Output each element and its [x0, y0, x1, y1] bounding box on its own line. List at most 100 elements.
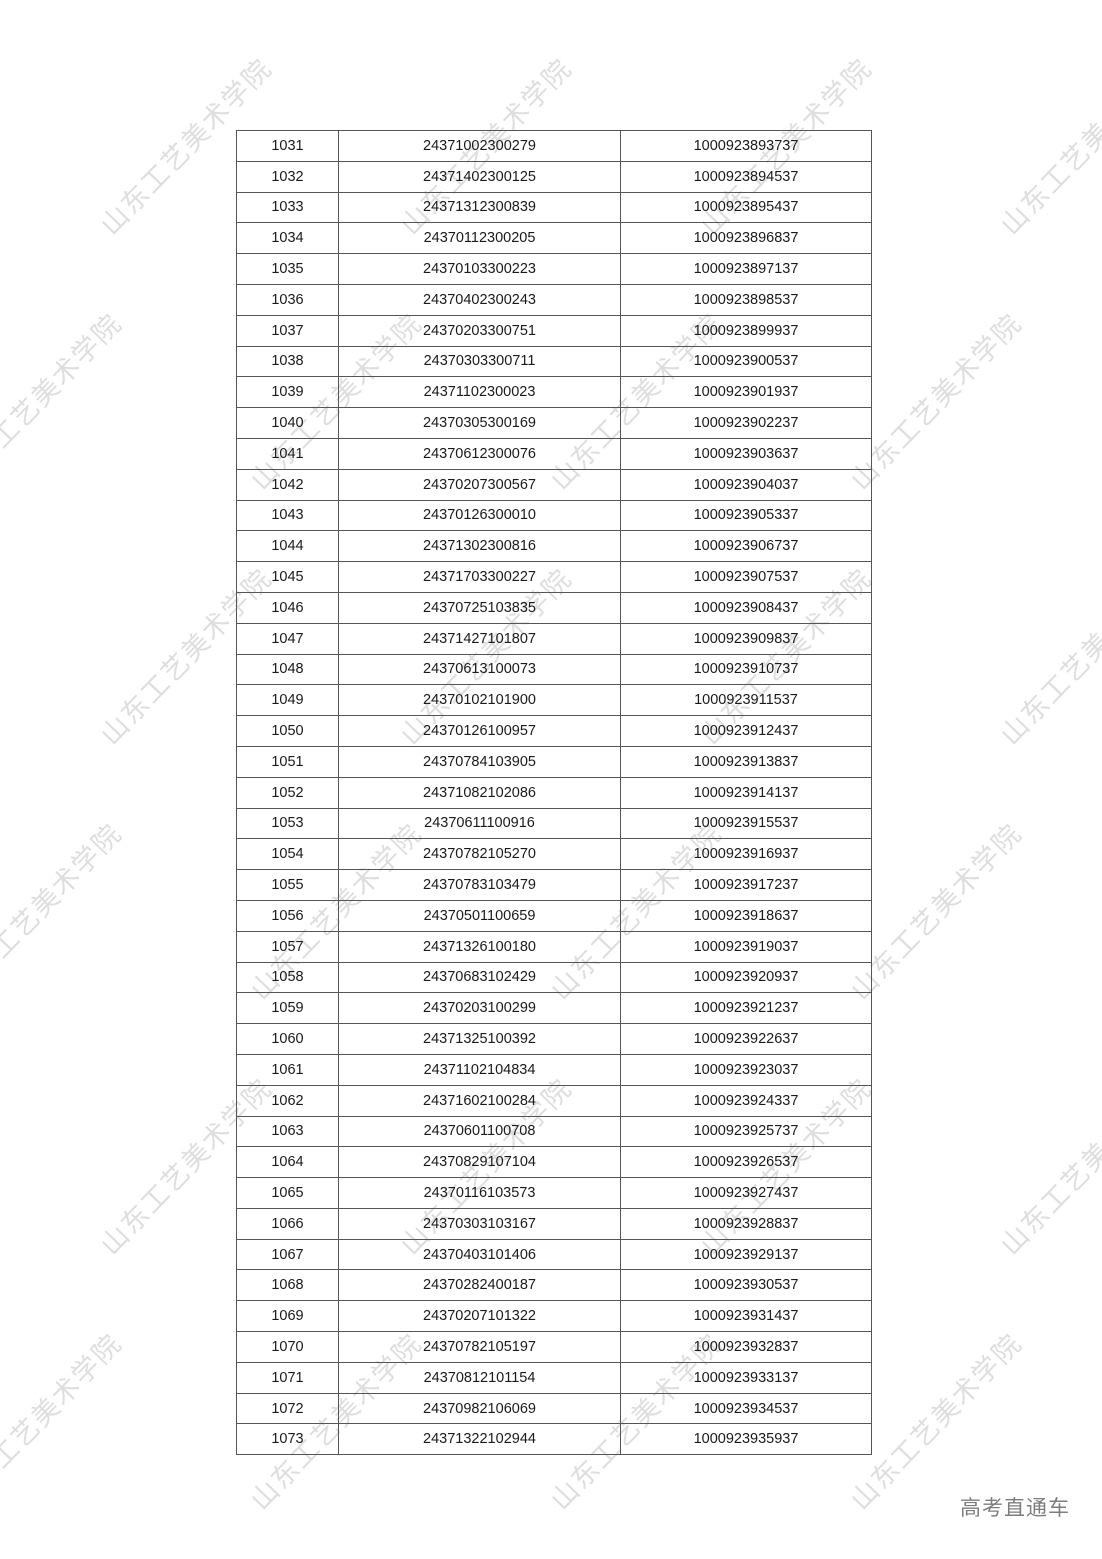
table-row: 1052 24371082102086 1000923914137 — [236, 776, 872, 809]
candidate-roster-table: 1031 24371002300279 1000923893737 1032 24371… — [236, 130, 872, 1456]
table-row: 1047 24371427101807 1000923909837 — [236, 622, 872, 655]
cell-ticket-number: 1000923934537 — [620, 1392, 872, 1425]
table-row: 1066 24370303103167 1000923928837 — [236, 1207, 872, 1240]
cell-exam-number: 24370126300010 — [338, 499, 621, 532]
cell-exam-number: 24370784103905 — [338, 745, 621, 778]
table-row: 1062 24371602100284 1000923924337 — [236, 1084, 872, 1117]
table-row: 1055 24370783103479 1000923917237 — [236, 869, 872, 901]
cell-sequence-number: 1054 — [236, 838, 339, 871]
cell-sequence-number: 1072 — [236, 1392, 339, 1425]
cell-exam-number: 24370982106069 — [338, 1392, 621, 1425]
cell-ticket-number: 1000923914137 — [620, 776, 872, 809]
cell-exam-number: 24370612300076 — [338, 437, 621, 470]
table-row: 1067 24370403101406 1000923929137 — [236, 1238, 872, 1271]
table-row: 1050 24370126100957 1000923912437 — [236, 715, 872, 747]
cell-ticket-number: 1000923921237 — [620, 992, 872, 1025]
cell-sequence-number: 1062 — [236, 1084, 339, 1117]
cell-sequence-number: 1044 — [236, 530, 339, 563]
cell-sequence-number: 1059 — [236, 992, 339, 1025]
table-row: 1033 24371312300839 1000923895437 — [236, 191, 872, 224]
cell-exam-number: 24370203300751 — [338, 314, 621, 347]
table-row: 1064 24370829107104 1000923926537 — [236, 1146, 872, 1179]
cell-sequence-number: 1031 — [236, 130, 339, 162]
table-row: 1042 24370207300567 1000923904037 — [236, 468, 872, 501]
cell-ticket-number: 1000923899937 — [620, 314, 872, 347]
table-row: 1032 24371402300125 1000923894537 — [236, 160, 872, 193]
cell-exam-number: 24370683102429 — [338, 961, 621, 994]
cell-exam-number: 24370305300169 — [338, 407, 621, 439]
footer-brand-label: 高考直通车 — [960, 1496, 1070, 1520]
cell-sequence-number: 1055 — [236, 869, 339, 901]
table-row: 1034 24370112300205 1000923896837 — [236, 222, 872, 255]
table-row: 1056 24370501100659 1000923918637 — [236, 899, 872, 932]
cell-sequence-number: 1038 — [236, 345, 339, 378]
cell-exam-number: 24370126100957 — [338, 715, 621, 747]
cell-ticket-number: 1000923909837 — [620, 622, 872, 655]
watermark-text: 山东工艺美术学院 — [995, 1072, 1102, 1262]
cell-sequence-number: 1034 — [236, 222, 339, 255]
cell-exam-number: 24370829107104 — [338, 1146, 621, 1179]
cell-sequence-number: 1045 — [236, 561, 339, 593]
table-row: 1065 24370116103573 1000923927437 — [236, 1177, 872, 1209]
cell-ticket-number: 1000923904037 — [620, 468, 872, 501]
table-row: 1068 24370282400187 1000923930537 — [236, 1269, 872, 1302]
cell-sequence-number: 1042 — [236, 468, 339, 501]
cell-ticket-number: 1000923897137 — [620, 253, 872, 285]
table-row: 1071 24370812101154 1000923933137 — [236, 1361, 872, 1394]
cell-exam-number: 24371602100284 — [338, 1084, 621, 1117]
cell-ticket-number: 1000923919037 — [620, 930, 872, 963]
cell-exam-number: 24371302300816 — [338, 530, 621, 563]
cell-exam-number: 24370207101322 — [338, 1300, 621, 1333]
table-row: 1040 24370305300169 1000923902237 — [236, 407, 872, 439]
table-row: 1057 24371326100180 1000923919037 — [236, 930, 872, 963]
table-row: 1051 24370784103905 1000923913837 — [236, 745, 872, 778]
watermark-text: 山东工艺美术学院 — [0, 307, 129, 497]
cell-ticket-number: 1000923896837 — [620, 222, 872, 255]
watermark-text: 山东工艺美术学院 — [995, 52, 1102, 242]
cell-exam-number: 24371322102944 — [338, 1423, 621, 1456]
cell-ticket-number: 1000923903637 — [620, 437, 872, 470]
cell-ticket-number: 1000923910737 — [620, 653, 872, 686]
cell-exam-number: 24371703300227 — [338, 561, 621, 593]
cell-ticket-number: 1000923911537 — [620, 684, 872, 717]
cell-ticket-number: 1000923917237 — [620, 869, 872, 901]
cell-sequence-number: 1033 — [236, 191, 339, 224]
cell-sequence-number: 1056 — [236, 899, 339, 932]
cell-ticket-number: 1000923922637 — [620, 1023, 872, 1055]
cell-sequence-number: 1073 — [236, 1423, 339, 1456]
cell-ticket-number: 1000923894537 — [620, 160, 872, 193]
cell-exam-number: 24371102104834 — [338, 1053, 621, 1086]
cell-exam-number: 24370601100708 — [338, 1115, 621, 1148]
cell-ticket-number: 1000923933137 — [620, 1361, 872, 1394]
cell-ticket-number: 1000923930537 — [620, 1269, 872, 1302]
table-row: 1061 24371102104834 1000923923037 — [236, 1053, 872, 1086]
cell-ticket-number: 1000923918637 — [620, 899, 872, 932]
cell-ticket-number: 1000923913837 — [620, 745, 872, 778]
table-row: 1041 24370612300076 1000923903637 — [236, 437, 872, 470]
cell-exam-number: 24370782105270 — [338, 838, 621, 871]
table-row: 1031 24371002300279 1000923893737 — [236, 130, 872, 162]
cell-ticket-number: 1000923900537 — [620, 345, 872, 378]
cell-ticket-number: 1000923905337 — [620, 499, 872, 532]
cell-ticket-number: 1000923915537 — [620, 807, 872, 840]
cell-exam-number: 24370403101406 — [338, 1238, 621, 1271]
cell-ticket-number: 1000923927437 — [620, 1177, 872, 1209]
table-row: 1036 24370402300243 1000923898537 — [236, 283, 872, 316]
cell-exam-number: 24370207300567 — [338, 468, 621, 501]
cell-sequence-number: 1063 — [236, 1115, 339, 1148]
table-row: 1059 24370203100299 1000923921237 — [236, 992, 872, 1025]
cell-exam-number: 24371312300839 — [338, 191, 621, 224]
cell-exam-number: 24370812101154 — [338, 1361, 621, 1394]
cell-sequence-number: 1040 — [236, 407, 339, 439]
cell-sequence-number: 1039 — [236, 376, 339, 409]
table-row: 1053 24370611100916 1000923915537 — [236, 807, 872, 840]
table-row: 1049 24370102101900 1000923911537 — [236, 684, 872, 717]
table-row: 1043 24370126300010 1000923905337 — [236, 499, 872, 532]
table-row: 1060 24371325100392 1000923922637 — [236, 1023, 872, 1055]
cell-ticket-number: 1000923925737 — [620, 1115, 872, 1148]
cell-sequence-number: 1032 — [236, 160, 339, 193]
cell-sequence-number: 1036 — [236, 283, 339, 316]
cell-exam-number: 24371326100180 — [338, 930, 621, 963]
table-row: 1039 24371102300023 1000923901937 — [236, 376, 872, 409]
cell-sequence-number: 1057 — [236, 930, 339, 963]
